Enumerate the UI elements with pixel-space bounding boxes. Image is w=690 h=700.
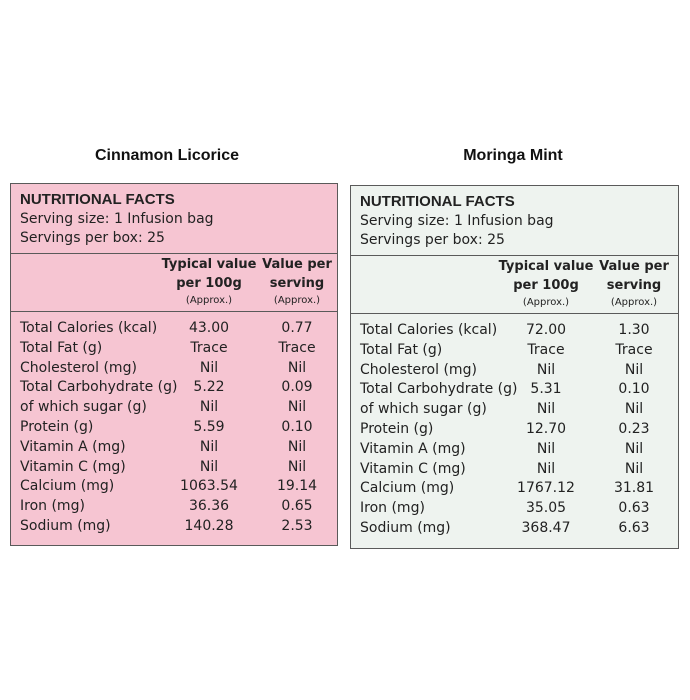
row-value: 2.53: [281, 518, 313, 534]
row-value: Nil: [624, 460, 644, 477]
row-label: of which sugar (g): [20, 399, 147, 416]
row-value: 6.63: [618, 520, 650, 536]
row-value: 368.47: [521, 520, 571, 536]
row-label: Iron (mg): [360, 500, 425, 517]
panel-title: Moringa Mint: [463, 147, 563, 164]
servings-per-box: Servings per box: 25: [20, 230, 165, 246]
row-value: 31.81: [613, 480, 655, 497]
row-label: Total Fat (g): [360, 341, 443, 358]
row-value: 140.28: [184, 518, 234, 534]
row-value: Nil: [199, 359, 219, 376]
column-note: (Approx.): [610, 297, 658, 308]
row-value: Nil: [287, 399, 307, 416]
nutrition-panel: NUTRITIONAL FACTS Serving size: 1 Infusio…: [10, 183, 338, 546]
row-value: 0.77: [281, 320, 313, 336]
row-value: Trace: [278, 339, 316, 356]
row-value: 0.65: [281, 498, 313, 515]
heading: NUTRITIONAL FACTS: [20, 191, 175, 208]
divider: [351, 313, 678, 314]
column-note: (Approx.): [273, 295, 321, 306]
column-header: serving: [606, 278, 662, 293]
row-label: Cholesterol (mg): [20, 359, 137, 376]
row-label: Total Carbohydrate (g): [20, 379, 178, 396]
row-value: Nil: [287, 359, 307, 376]
row-value: Nil: [536, 401, 556, 418]
row-value: Trace: [190, 339, 228, 356]
divider: [11, 253, 337, 254]
row-label: Sodium (mg): [360, 520, 451, 536]
row-value: Nil: [287, 458, 307, 475]
row-label: Vitamin A (mg): [20, 438, 126, 455]
row-value: 43.00: [188, 320, 230, 336]
column-note: (Approx.): [522, 297, 570, 308]
row-value: 12.70: [525, 421, 567, 437]
row-value: 36.36: [188, 498, 230, 515]
row-value: Nil: [624, 361, 644, 378]
column-header: Value per: [599, 259, 669, 274]
row-value: 0.10: [618, 381, 650, 398]
row-label: Calcium (mg): [20, 478, 115, 495]
row-label: Sodium (mg): [20, 518, 111, 534]
row-value: Nil: [624, 401, 644, 418]
row-label: Total Calories (kcal): [360, 322, 498, 338]
row-label: Protein (g): [360, 421, 434, 437]
row-value: Nil: [536, 361, 556, 378]
row-value: 0.09: [281, 379, 313, 396]
row-value: Nil: [287, 438, 307, 455]
column-header: Typical value: [498, 259, 594, 274]
row-value: Nil: [199, 458, 219, 475]
row-value: 35.05: [525, 500, 567, 517]
panel-title: Cinnamon Licorice: [94, 147, 240, 164]
row-value: 5.22: [193, 379, 225, 396]
servings-per-box: Servings per box: 25: [360, 232, 505, 248]
row-value: 5.31: [530, 381, 562, 398]
column-header: per 100g: [513, 278, 579, 293]
column-header: serving: [269, 276, 325, 291]
row-label: Protein (g): [20, 419, 94, 435]
row-label: Vitamin C (mg): [20, 458, 126, 475]
row-label: Total Fat (g): [20, 339, 103, 356]
serving-size: Serving size: 1 Infusion bag: [20, 211, 214, 227]
column-note: (Approx.): [185, 295, 233, 306]
row-value: Trace: [527, 341, 565, 358]
row-value: Nil: [199, 438, 219, 455]
column-header: per 100g: [176, 276, 242, 291]
row-label: Vitamin C (mg): [360, 460, 466, 477]
row-value: Nil: [536, 460, 556, 477]
row-value: Nil: [624, 440, 644, 457]
row-label: Cholesterol (mg): [360, 361, 477, 378]
column-header: Typical value: [161, 257, 257, 272]
row-label: of which sugar (g): [360, 401, 487, 418]
row-label: Calcium (mg): [360, 480, 455, 497]
divider: [11, 311, 337, 312]
row-value: 0.63: [618, 500, 650, 517]
row-label: Total Calories (kcal): [20, 320, 158, 336]
row-value: 1767.12: [517, 480, 575, 497]
row-value: 1.30: [618, 322, 650, 338]
row-value: Nil: [199, 399, 219, 416]
row-value: 72.00: [525, 322, 567, 338]
row-value: 0.23: [618, 421, 650, 437]
column-header: Value per: [262, 257, 332, 272]
row-label: Total Carbohydrate (g): [360, 381, 518, 398]
row-value: 19.14: [276, 478, 318, 495]
row-value: Nil: [536, 440, 556, 457]
row-value: 1063.54: [180, 478, 238, 495]
divider: [351, 255, 678, 256]
row-value: Trace: [615, 341, 653, 358]
nutrition-panel: NUTRITIONAL FACTS Serving size: 1 Infusio…: [350, 185, 679, 549]
heading: NUTRITIONAL FACTS: [360, 193, 515, 210]
row-label: Vitamin A (mg): [360, 440, 466, 457]
row-label: Iron (mg): [20, 498, 85, 515]
serving-size: Serving size: 1 Infusion bag: [360, 213, 554, 229]
row-value: 5.59: [193, 419, 225, 435]
row-value: 0.10: [281, 419, 313, 435]
